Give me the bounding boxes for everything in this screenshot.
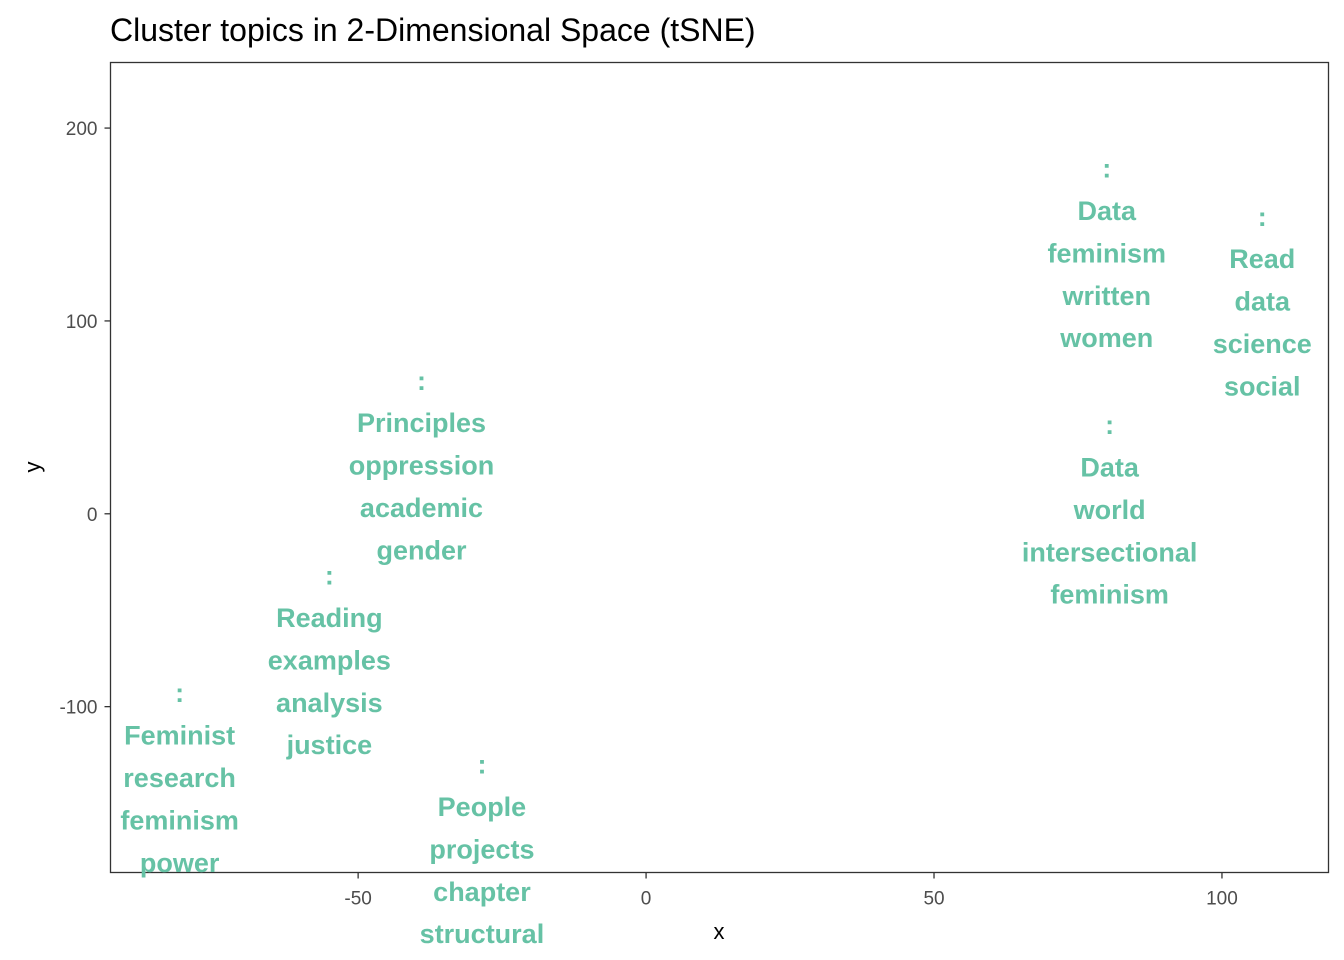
cluster-label-line: research <box>123 763 236 793</box>
cluster-label-line: : <box>1105 410 1114 440</box>
y-tick-label: 100 <box>66 312 98 333</box>
x-axis-title: x <box>714 919 725 944</box>
cluster-label: : Data feminism written women <box>1048 154 1167 354</box>
cluster-label-line: oppression <box>349 451 495 481</box>
cluster-label-line: Principles <box>357 408 486 438</box>
cluster-label-line: Feminist <box>124 721 235 751</box>
cluster-label-line: social <box>1224 371 1301 401</box>
x-tick-label: 100 <box>1206 889 1238 910</box>
x-axis: -50 0 50 100 <box>344 872 1238 910</box>
x-tick-label: 0 <box>641 889 652 910</box>
cluster-label: : People projects chapter structural <box>420 750 545 950</box>
cluster-label-line: women <box>1059 323 1153 353</box>
cluster-label-line: science <box>1213 329 1312 359</box>
cluster-label-line: : <box>1258 202 1267 232</box>
y-axis: -100 0 100 200 <box>59 119 111 719</box>
y-tick-label: 0 <box>87 505 98 526</box>
cluster-label-line: feminism <box>1050 580 1169 610</box>
cluster-label-line: academic <box>360 493 483 523</box>
y-tick-label: -100 <box>59 698 97 719</box>
cluster-label-line: data <box>1235 287 1292 317</box>
cluster-label: : Principles oppression academic gender <box>349 366 495 566</box>
cluster-label-line: gender <box>376 535 467 565</box>
cluster-label-line: justice <box>286 730 373 760</box>
cluster-label: : Reading examples analysis justice <box>268 561 391 761</box>
y-axis-title: y <box>20 462 45 473</box>
cluster-label-line: : <box>1102 154 1111 184</box>
cluster-label-line: written <box>1062 281 1152 311</box>
cluster-label-line: : <box>175 678 184 708</box>
x-tick-label: -50 <box>344 889 371 910</box>
cluster-label-line: structural <box>420 919 545 949</box>
cluster-labels: : Data feminism written women: Read data scienc… <box>120 154 1311 950</box>
cluster-label-line: power <box>140 848 220 878</box>
cluster-label-line: Data <box>1080 453 1140 483</box>
x-tick-label: 50 <box>923 889 944 910</box>
cluster-label-line: chapter <box>433 877 531 907</box>
cluster-label-line: : <box>417 366 426 396</box>
cluster-label-line: examples <box>268 645 391 675</box>
cluster-label-line: : <box>325 561 334 591</box>
cluster-label-line: projects <box>429 834 534 864</box>
chart-title: Cluster topics in 2-Dimensional Space (t… <box>110 12 756 48</box>
cluster-label: : Data world intersectional feminism <box>1022 410 1198 610</box>
cluster-label-line: feminism <box>120 805 239 835</box>
cluster-label: : Read data science social <box>1213 202 1312 402</box>
cluster-label-line: People <box>438 792 527 822</box>
cluster-label-line: Data <box>1078 196 1138 226</box>
cluster-label-line: Reading <box>276 603 383 633</box>
cluster-label-line: feminism <box>1048 238 1167 268</box>
cluster-label: : Feminist research feminism power <box>120 678 239 878</box>
cluster-label-line: world <box>1073 495 1146 525</box>
cluster-label-line: Read <box>1229 244 1295 274</box>
plot-panel <box>109 61 1330 874</box>
cluster-label-line: : <box>477 750 486 780</box>
cluster-label-line: analysis <box>276 688 383 718</box>
y-tick-label: 200 <box>66 119 98 140</box>
cluster-label-line: intersectional <box>1022 537 1198 567</box>
